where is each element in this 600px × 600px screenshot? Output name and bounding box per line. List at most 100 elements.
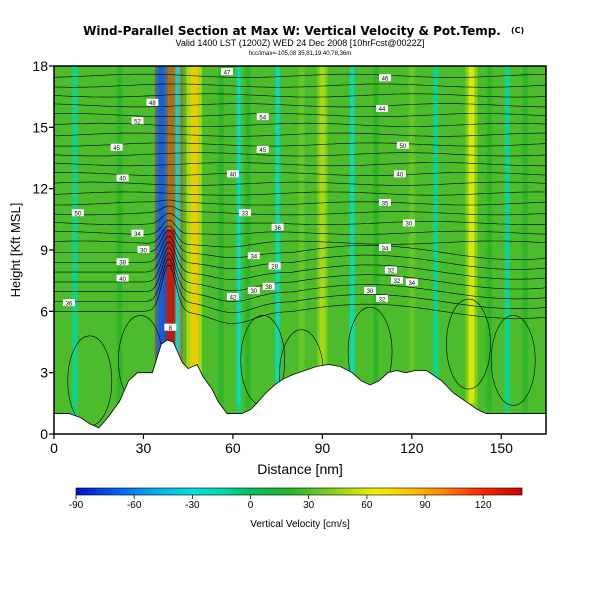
svg-text:30: 30 [140,248,147,254]
y-tick-label: 6 [40,303,48,319]
y-tick-label: 9 [40,242,48,258]
contour-label: 48 [146,98,159,107]
svg-text:28: 28 [271,265,278,271]
contour-label: 44 [376,104,388,113]
svg-text:38: 38 [119,261,126,267]
svg-text:38: 38 [265,285,272,291]
colorbar-tick-label: 90 [419,500,431,511]
updraft-core [190,66,199,404]
svg-text:35: 35 [382,201,389,207]
colorbar [75,487,523,496]
terrain-mask [54,339,546,434]
y-tick-label: 12 [32,181,48,197]
isentrope-line [54,225,546,248]
colorbar-tick-label: -90 [69,500,84,511]
colorbar-ticks: -90 -60 -30 0 30 60 90 120 [69,495,492,511]
contour-label: 36 [271,223,284,232]
isentrope-line [54,235,546,270]
isentrope-line [54,103,546,108]
chart-title: Wind-Parallel Section at Max W: Vertical… [83,24,501,38]
svg-text:8: 8 [169,326,173,332]
isentrope-line [54,259,546,313]
x-tick-label: 60 [225,440,241,456]
svg-text:30: 30 [250,289,257,295]
svg-text:40: 40 [397,173,404,179]
isentrope-line [54,241,546,280]
contour-label: 34 [405,278,418,287]
svg-text:40: 40 [119,177,126,183]
svg-text:44: 44 [379,107,386,113]
isentrope-line [54,230,546,260]
svg-text:48: 48 [149,101,156,107]
isentrope-line [54,199,546,206]
isentrope-line [54,152,546,157]
chart-subtitle-2: hcc/imax=-105,08 35,81,19 40,78,36m [249,51,352,57]
contour-label: 32 [390,276,403,285]
svg-text:36: 36 [274,226,281,232]
updraft-core [487,66,491,404]
updraft-core [374,66,378,404]
contour-labels: 36 40 38 34 30 50 40 45 52 48 47 40 33 42 34 30 38 28 54 45… [62,68,418,332]
svg-text:34: 34 [382,246,389,252]
colorbar-tick-label: 30 [303,500,315,511]
contour-label: 40 [116,174,129,183]
isentrope-line [54,113,546,117]
contour-label: 34 [378,243,391,252]
contour-label: 40 [226,170,239,179]
isentrope-line [54,212,546,225]
contour-label: 52 [131,117,144,126]
x-tick-label: 30 [136,440,152,456]
svg-text:30: 30 [405,222,412,228]
isentrope-line [54,162,546,167]
svg-text:32: 32 [388,269,395,275]
contour-label: 46 [378,74,391,83]
contour-label: 8 [164,323,177,332]
svg-text:46: 46 [382,77,389,83]
contour-label: 50 [71,209,84,218]
contour-label: 47 [220,68,233,76]
isentrope-line [54,172,546,176]
updraft-core [299,66,304,404]
y-tick-label: 3 [40,365,48,381]
potential-temperature-contours [54,73,546,427]
svg-text:32: 32 [394,279,401,285]
contour-label: 38 [116,258,129,267]
contour-label: 42 [226,293,239,301]
svg-text:30: 30 [367,289,374,295]
chart-title-suffix: (C) [511,26,524,35]
downdraft-core [237,66,241,404]
contour-label: 32 [384,266,397,275]
updraft-core [319,66,325,404]
svg-text:54: 54 [259,115,266,121]
x-tick-label: 150 [490,440,514,456]
contour-label: 32 [376,295,388,303]
svg-text:33: 33 [241,212,248,218]
downdraft-core [158,66,165,404]
svg-text:40: 40 [119,277,126,283]
colorbar-tick-label: -30 [185,500,200,511]
downdraft-core [176,66,180,404]
svg-text:34: 34 [250,254,257,260]
contour-cell [490,315,536,406]
updraft-core [246,66,250,404]
contour-cell [446,298,491,390]
svg-text:40: 40 [230,173,237,179]
downdraft-core [505,66,509,404]
isentrope-line [54,181,546,186]
y-tick-label: 15 [32,119,48,135]
colorbar-label: Vertical Velocity [cm/s] [250,519,350,530]
isentrope-line [54,73,546,78]
plot-area: 36 40 38 34 30 50 40 45 52 48 47 40 33 42 34 30 38 28 54 45… [54,66,546,434]
downdraft-core [73,66,77,404]
updraft-core [118,66,122,404]
updraft-core [468,66,475,404]
updraft-core [523,66,527,404]
contour-label: 28 [268,262,281,271]
contour-label: 30 [137,246,150,254]
svg-text:52: 52 [134,120,141,126]
y-tick-label: 18 [32,58,48,74]
isentrope-line [54,253,546,302]
isentrope-line [54,142,546,147]
isentrope-line [54,264,546,324]
